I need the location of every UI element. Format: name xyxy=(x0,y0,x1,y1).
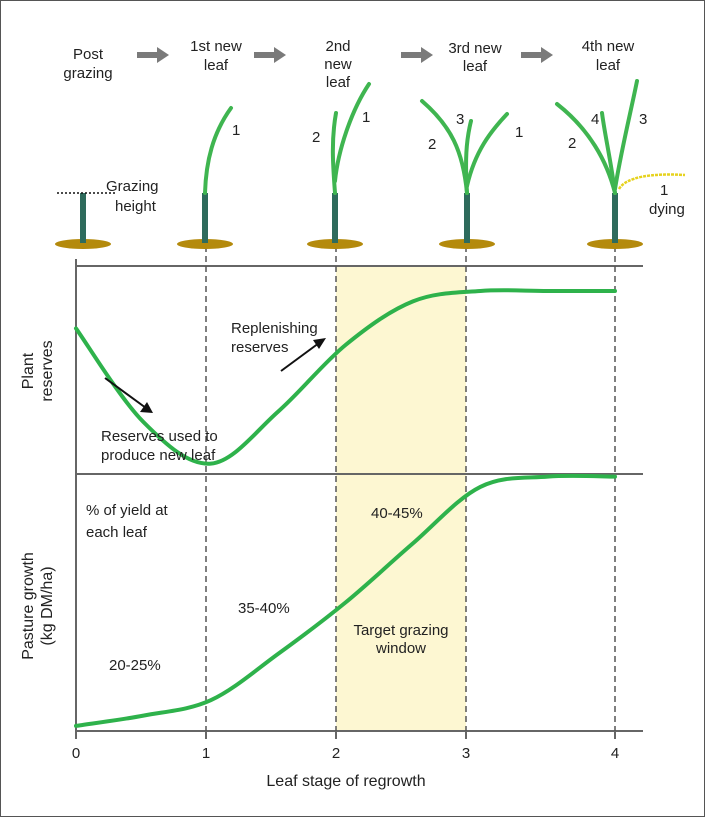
stage-1-line2: leaf xyxy=(204,57,229,74)
plant-stage-4: 2 4 3 1 dying xyxy=(555,79,686,249)
stage-4-line1: 4th new xyxy=(582,38,635,55)
leaf-number-4-3: 3 xyxy=(639,111,647,128)
leaf-1-1 xyxy=(203,106,233,195)
replenish-arrowhead xyxy=(313,338,326,349)
stage-3-line1: 3rd new xyxy=(448,40,502,57)
leaf-2-1 xyxy=(333,82,371,183)
x-tick-label-4: 4 xyxy=(611,745,619,762)
stage-2-line2: new xyxy=(324,56,352,73)
target-grazing-window-band xyxy=(336,266,466,731)
x-tick-label-1: 1 xyxy=(202,745,210,762)
replenish-line1: Replenishing xyxy=(231,320,318,337)
plant-stage-3: 2 3 1 xyxy=(420,99,523,249)
stem-4 xyxy=(612,193,618,243)
leaf-number-4-4: 4 xyxy=(591,111,599,128)
leaf-number-2-2: 2 xyxy=(312,129,320,146)
stage-4-line2: leaf xyxy=(596,57,621,74)
growth-note-line2: each leaf xyxy=(86,524,148,541)
growth-pct-1: 20-25% xyxy=(109,657,161,674)
soil-mound-2 xyxy=(307,239,363,249)
target-window-line1: Target grazing xyxy=(353,622,448,639)
soil-mound-0 xyxy=(55,239,111,249)
reserves-ylabel-line2: reserves xyxy=(39,340,56,401)
stage-arrow-1 xyxy=(137,47,169,63)
stage-arrow-3 xyxy=(401,47,433,63)
stage-0-line1: Post xyxy=(73,46,104,63)
leaf-number-3-1: 1 xyxy=(515,124,523,141)
stage-3-line2: leaf xyxy=(463,58,488,75)
plant-reserves-curve xyxy=(74,288,617,466)
leaf-number-3-2: 2 xyxy=(428,136,436,153)
growth-ylabel-line1: Pasture growth xyxy=(20,552,37,660)
growth-pct-2: 35-40% xyxy=(238,600,290,617)
stage-2-line3: leaf xyxy=(326,74,351,91)
plant-stage-1: 1 xyxy=(177,106,240,249)
stem-3 xyxy=(464,193,470,243)
leaf-number-4-2: 2 xyxy=(568,135,576,152)
stage-dashed-lines xyxy=(205,246,616,731)
leaf-number-1-1: 1 xyxy=(232,122,240,139)
leaf-4-3 xyxy=(613,79,639,191)
stage-headings: Post grazing 1st new leaf 2nd new leaf 3… xyxy=(63,38,634,91)
leaf-3-1 xyxy=(465,112,509,188)
reserves-used-arrow xyxy=(104,377,147,409)
leaf-2-2 xyxy=(330,111,338,195)
stem-0 xyxy=(80,193,86,243)
leaf-number-2-1: 1 xyxy=(362,109,370,126)
leaf-4-1-dying xyxy=(617,173,686,190)
soil-mound-3 xyxy=(439,239,495,249)
growth-ylabel-line2: (kg DM/ha) xyxy=(39,566,56,645)
soil-mound-4 xyxy=(587,239,643,249)
replenish-arrow xyxy=(280,342,320,372)
stage-arrow-2 xyxy=(254,47,286,63)
leaf-number-3-3: 3 xyxy=(456,111,464,128)
stem-2 xyxy=(332,193,338,243)
pasture-growth-curve xyxy=(74,473,617,728)
grazing-height-line1: Grazing xyxy=(106,178,159,195)
x-axis-label: Leaf stage of regrowth xyxy=(266,773,425,790)
grazing-height-line2: height xyxy=(115,198,157,215)
stage-0-line2: grazing xyxy=(63,65,112,82)
x-tick-label-3: 3 xyxy=(462,745,470,762)
leaf-4-4 xyxy=(600,111,617,195)
plant-post-grazing: Grazing height xyxy=(55,178,159,249)
replenish-line2: reserves xyxy=(231,339,289,356)
reserves-ylabel-line1: Plant xyxy=(20,352,37,389)
leaf-number-4-1: 1 xyxy=(660,182,668,199)
reserves-used-arrowhead xyxy=(140,402,153,413)
growth-pct-3: 40-45% xyxy=(371,505,423,522)
stage-2-line1: 2nd xyxy=(325,38,350,55)
soil-mound-1 xyxy=(177,239,233,249)
reserves-used-line1: Reserves used to xyxy=(101,428,218,445)
stage-arrows xyxy=(137,47,553,63)
stage-1-line1: 1st new xyxy=(190,38,242,55)
growth-note-line1: % of yield at xyxy=(86,502,169,519)
stem-1 xyxy=(202,193,208,243)
reserves-used-line2: produce new leaf xyxy=(101,447,216,464)
plant-illustrations: Grazing height 1 2 1 2 3 1 xyxy=(55,79,686,249)
x-tick-label-0: 0 xyxy=(72,745,80,762)
target-window-line2: window xyxy=(375,640,426,657)
dying-label: dying xyxy=(649,201,685,218)
x-tick-label-2: 2 xyxy=(332,745,340,762)
plant-stage-2: 2 1 xyxy=(307,82,371,249)
x-ticks: 0 1 2 3 4 xyxy=(72,731,619,762)
stage-arrow-4 xyxy=(521,47,553,63)
